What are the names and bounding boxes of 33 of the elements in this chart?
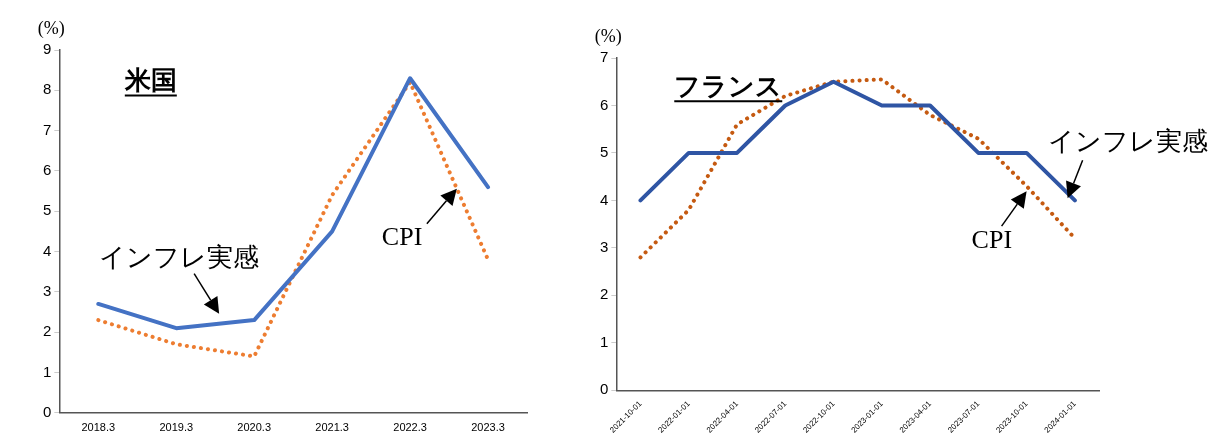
x-tick-label: 2018.3	[81, 421, 116, 434]
y-tick-label: 0	[43, 402, 52, 420]
y-tick-label: 3	[600, 238, 609, 256]
series-label: インフレ実感	[1047, 127, 1208, 157]
y-tick-label: 2	[600, 285, 609, 303]
y-tick-label: 9	[43, 40, 52, 58]
x-tick-label: 2019.3	[159, 421, 194, 434]
y-tick-label: 4	[43, 241, 52, 259]
x-tick-label: 2021.3	[315, 421, 349, 434]
y-tick-label: 4	[600, 190, 609, 208]
y-tick-label: 5	[600, 143, 609, 161]
y-tick-label: 6	[600, 95, 609, 113]
text: フランス	[674, 71, 783, 102]
x-tick-label: 2023.3	[471, 421, 505, 434]
y-tick-label: 3	[43, 282, 52, 300]
series-label: CPI	[971, 224, 1013, 254]
y-tick-label: 7	[43, 120, 52, 138]
x-tick-label: 2022.3	[393, 421, 427, 434]
series-label: CPI	[381, 222, 423, 252]
y-tick-label: 6	[43, 161, 52, 179]
y-tick-label: 7	[600, 48, 609, 66]
series-label: インフレ実感	[99, 242, 260, 272]
y-tick-label: 2	[43, 322, 52, 340]
y-tick-label: 8	[43, 80, 52, 98]
y-axis-title: (%)	[594, 25, 622, 47]
y-tick-label: 5	[43, 201, 52, 219]
x-tick-label: 2020.3	[237, 421, 272, 434]
line-series	[638, 77, 1077, 260]
y-tick-label: 1	[600, 332, 609, 350]
y-tick-label: 1	[43, 362, 52, 380]
y-axis-title: (%)	[37, 17, 65, 39]
y-tick-label: 0	[600, 380, 609, 398]
text: 米国	[123, 65, 177, 96]
